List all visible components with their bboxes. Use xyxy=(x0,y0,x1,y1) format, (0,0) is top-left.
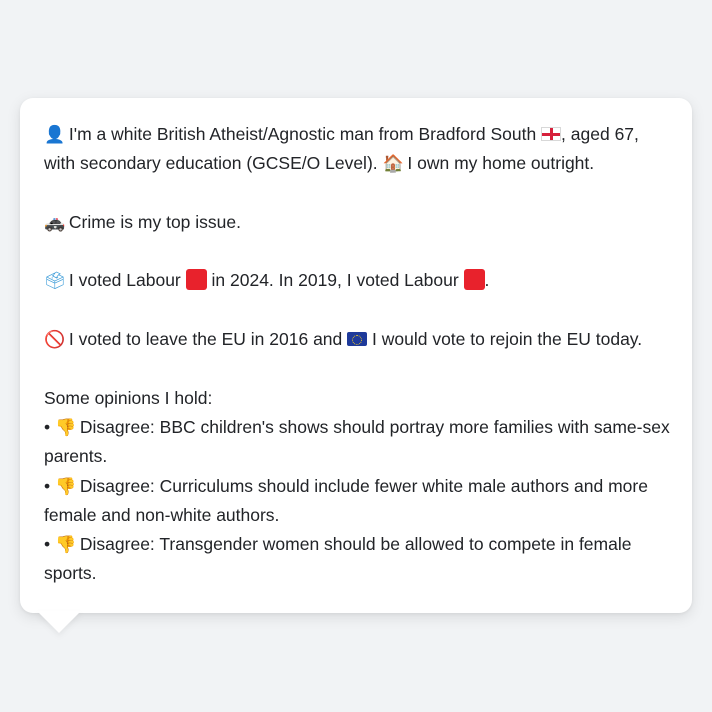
persona-message-bubble: 👤 I'm a white British Atheist/Agnostic m… xyxy=(20,98,692,613)
opinion-text: BBC children's shows should portray more… xyxy=(44,416,670,467)
home-ownership-text: I own my home outright. xyxy=(407,153,595,174)
top-issue-paragraph: 🚓 Crime is my top issue. xyxy=(44,208,674,237)
thumbs-down-icon: 👎 xyxy=(55,535,77,556)
opinion-item: • 👎 Disagree: Transgender women should b… xyxy=(44,530,674,589)
opinions-heading: Some opinions I hold: xyxy=(44,387,213,408)
police-car-icon: 🚓 xyxy=(44,212,66,233)
labour-red-square-icon xyxy=(185,269,207,291)
eu-paragraph: 🚫 I voted to leave the EU in 2016 and I … xyxy=(44,325,674,354)
bullet: • xyxy=(44,416,51,437)
labour-red-square-icon xyxy=(463,269,485,291)
eu-flag-icon xyxy=(347,332,368,347)
identity-paragraph: 👤 I'm a white British Atheist/Agnostic m… xyxy=(44,120,674,179)
top-issue-text: Crime is my top issue. xyxy=(68,211,241,232)
bullet: • xyxy=(44,534,51,555)
voting-history-paragraph: 🗳 I voted Labour in 2024. In 2019, I vot… xyxy=(44,266,674,295)
spacer xyxy=(44,237,674,266)
opinion-stance: Disagree: xyxy=(79,475,155,496)
identity-text: I'm a white British Atheist/Agnostic man… xyxy=(68,124,537,144)
opinion-stance: Disagree: xyxy=(79,534,155,555)
vote-2019-text: in 2024. In 2019, I voted Labour xyxy=(211,270,459,291)
identity-age-education: , aged 67, with secondary education (GCS… xyxy=(44,124,639,174)
thumbs-down-icon: 👎 xyxy=(55,476,77,497)
opinion-stance: Disagree: xyxy=(79,416,155,437)
vote-period: . xyxy=(484,270,490,291)
eu-2016-text: I voted to leave the EU in 2016 and xyxy=(68,329,343,350)
spacer xyxy=(44,296,674,325)
bullet: • xyxy=(44,475,51,496)
person-icon: 👤 xyxy=(44,125,66,145)
opinion-item: • 👎 Disagree: Curriculums should include… xyxy=(44,472,674,531)
opinion-text: Curriculums should include fewer white m… xyxy=(44,475,648,525)
opinion-item: • 👎 Disagree: BBC children's shows shoul… xyxy=(44,413,674,472)
opinion-text: Transgender women should be allowed to c… xyxy=(44,534,632,584)
vote-2024-text: I voted Labour xyxy=(68,270,181,291)
no-entry-icon: 🚫 xyxy=(44,330,66,351)
spacer xyxy=(44,354,674,383)
eu-rejoin-text: I would vote to rejoin the EU today. xyxy=(372,329,643,350)
house-icon: 🏠 xyxy=(382,154,404,175)
england-flag-icon xyxy=(541,127,562,141)
thumbs-down-icon: 👎 xyxy=(55,417,77,438)
bubble-tail xyxy=(37,611,81,633)
ballot-box-icon: 🗳 xyxy=(44,271,66,292)
spacer xyxy=(44,179,674,208)
